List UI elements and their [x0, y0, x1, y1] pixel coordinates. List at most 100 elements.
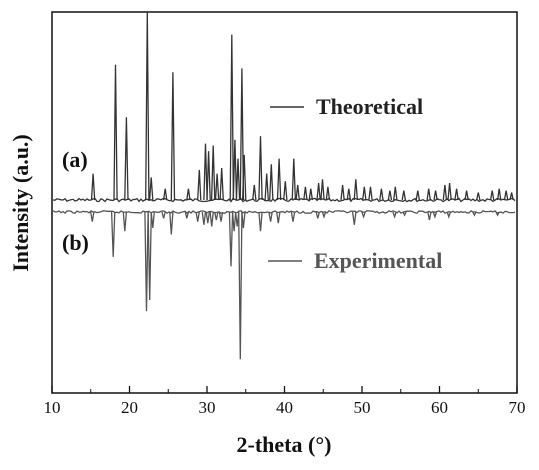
peak-experimental-26 — [351, 211, 357, 225]
peak-theoretical-46 — [454, 188, 459, 201]
peak-experimental-2 — [122, 211, 128, 232]
x-tick-label-20: 20 — [121, 398, 138, 417]
peak-experimental-5 — [150, 211, 155, 229]
peak-experimental-14 — [218, 211, 224, 222]
peak-theoretical-23 — [276, 158, 282, 201]
peak-theoretical-21 — [264, 173, 269, 201]
peak-experimental-19 — [241, 211, 246, 229]
peak-theoretical-24 — [283, 181, 288, 201]
peak-theoretical-51 — [503, 190, 509, 201]
peak-experimental-20 — [258, 211, 263, 232]
peak-experimental-7 — [169, 211, 174, 235]
peak-experimental-0 — [90, 211, 95, 222]
peak-experimental-33 — [472, 211, 477, 217]
peak-theoretical-20 — [258, 136, 263, 201]
peak-experimental-29 — [402, 211, 407, 217]
peak-experimental-8 — [184, 211, 190, 219]
peak-theoretical-12 — [214, 173, 220, 201]
peak-theoretical-26 — [295, 184, 300, 201]
peak-theoretical-48 — [475, 192, 481, 201]
series-layer — [52, 11, 516, 360]
x-tick-label-40: 40 — [276, 398, 293, 417]
peak-theoretical-13 — [219, 167, 224, 201]
peak-theoretical-22 — [269, 164, 274, 201]
peak-theoretical-30 — [320, 179, 325, 201]
x-tick-label-10: 10 — [44, 398, 61, 417]
peak-theoretical-39 — [393, 186, 398, 201]
peak-theoretical-52 — [509, 192, 514, 201]
peak-experimental-3 — [144, 211, 149, 312]
x-tick-label-50: 50 — [354, 398, 371, 417]
peak-theoretical-5 — [162, 188, 168, 201]
peak-theoretical-42 — [426, 188, 431, 201]
peak-experimental-32 — [446, 211, 452, 219]
peak-theoretical-40 — [401, 190, 407, 201]
y-axis-title: Intensity (a.u.) — [8, 134, 33, 272]
peak-experimental-4 — [147, 211, 152, 301]
peak-theoretical-16 — [235, 158, 241, 201]
plot-frame — [51, 11, 518, 394]
peak-theoretical-35 — [362, 186, 367, 201]
peak-theoretical-33 — [346, 188, 352, 201]
peak-theoretical-25 — [291, 158, 297, 201]
peak-experimental-6 — [161, 211, 166, 219]
peak-theoretical-18 — [241, 154, 247, 201]
peak-theoretical-34 — [353, 179, 359, 201]
peak-theoretical-4 — [148, 177, 154, 201]
peak-theoretical-10 — [206, 151, 211, 201]
series-a-label: (a) — [62, 147, 88, 172]
peak-theoretical-29 — [316, 183, 321, 201]
peak-theoretical-45 — [447, 183, 452, 201]
peak-theoretical-3 — [145, 11, 150, 201]
peak-theoretical-27 — [303, 186, 308, 201]
legend-label-experimental: Experimental — [314, 248, 442, 273]
peak-experimental-10 — [201, 211, 207, 225]
x-axis-title: 2-theta (°) — [237, 432, 332, 457]
peak-experimental-18 — [238, 211, 243, 360]
series-experimental-baseline — [52, 209, 516, 214]
tick-layer: 10 20 30 40 50 60 70 — [44, 386, 526, 417]
peak-theoretical-47 — [464, 190, 469, 201]
peak-theoretical-0 — [90, 173, 96, 201]
peak-experimental-27 — [361, 211, 366, 219]
series-b-label: (b) — [62, 230, 89, 255]
peak-theoretical-43 — [433, 190, 438, 201]
peak-theoretical-44 — [442, 184, 448, 201]
peak-experimental-21 — [268, 211, 273, 222]
peak-theoretical-38 — [387, 190, 393, 201]
peak-experimental-22 — [276, 211, 281, 224]
peak-experimental-1 — [110, 211, 116, 257]
peak-theoretical-50 — [496, 188, 502, 201]
peak-experimental-13 — [214, 211, 219, 221]
peak-theoretical-19 — [252, 184, 257, 201]
peak-theoretical-32 — [340, 184, 345, 201]
peak-theoretical-17 — [239, 68, 245, 201]
x-tick-label-30: 30 — [199, 398, 216, 417]
peak-theoretical-11 — [210, 145, 216, 201]
peak-theoretical-31 — [325, 186, 331, 201]
peak-theoretical-14 — [229, 34, 235, 201]
peak-theoretical-9 — [203, 143, 208, 201]
peak-theoretical-7 — [186, 188, 191, 201]
peak-theoretical-8 — [197, 169, 202, 201]
peak-experimental-28 — [392, 211, 397, 219]
x-tick-label-60: 60 — [431, 398, 448, 417]
peak-experimental-16 — [231, 211, 237, 232]
peak-theoretical-6 — [170, 72, 176, 201]
peak-theoretical-15 — [232, 139, 238, 201]
peak-experimental-9 — [195, 211, 200, 222]
peak-theoretical-1 — [113, 64, 118, 201]
peak-experimental-30 — [427, 211, 432, 221]
peak-experimental-11 — [205, 211, 211, 224]
legend-label-theoretical: Theoretical — [316, 94, 423, 119]
peak-experimental-34 — [495, 211, 500, 217]
peak-theoretical-2 — [124, 117, 129, 201]
peak-theoretical-49 — [489, 190, 495, 201]
peak-experimental-31 — [432, 211, 438, 219]
peak-experimental-24 — [315, 211, 321, 219]
peak-theoretical-36 — [368, 186, 373, 201]
peak-experimental-25 — [321, 211, 327, 219]
peak-theoretical-41 — [415, 190, 421, 201]
